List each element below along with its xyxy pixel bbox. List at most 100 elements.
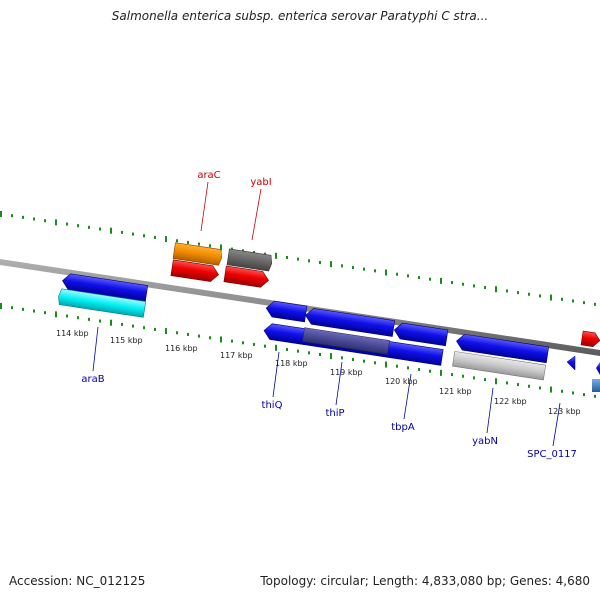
- gene-label-SPC_0117[interactable]: SPC_0117: [527, 449, 577, 460]
- label-leader-SPC_0117: [552, 402, 561, 447]
- gene-reverse-steelblue[interactable]: [592, 379, 600, 392]
- inner-tick-mark: [209, 336, 211, 340]
- inner-tick-mark: [176, 331, 178, 335]
- inner-tick-mark: [55, 311, 57, 318]
- kbp-label: 120 kbp: [385, 377, 418, 386]
- outer-tick-mark: [198, 242, 200, 246]
- outer-tick-mark: [539, 294, 541, 298]
- inner-tick-mark: [528, 384, 530, 388]
- outer-tick-mark: [385, 269, 387, 276]
- outer-tick-mark: [44, 219, 46, 223]
- inner-tick-mark: [462, 374, 464, 378]
- gene-reverse-blue-a[interactable]: [393, 322, 449, 347]
- inner-tick-mark: [11, 306, 13, 310]
- kbp-label: 119 kbp: [330, 368, 363, 377]
- gene-label-yabI[interactable]: yabI: [250, 177, 271, 188]
- inner-tick-mark: [22, 307, 24, 311]
- label-leader-araC: [200, 181, 209, 232]
- gene-SPC_0117-reverse[interactable]: [566, 355, 576, 371]
- inner-tick-mark: [275, 344, 277, 351]
- inner-tick-mark: [66, 314, 68, 318]
- inner-tick-mark: [132, 324, 134, 328]
- outer-tick-mark: [517, 291, 519, 295]
- inner-tick-mark: [88, 317, 90, 321]
- outer-tick-mark: [319, 260, 321, 264]
- gene-reverse-edge-blue[interactable]: [596, 362, 600, 375]
- outer-tick-mark: [330, 261, 332, 268]
- outer-tick-mark: [55, 219, 57, 226]
- inner-tick-mark: [484, 378, 486, 382]
- gene-label-araB[interactable]: araB: [81, 374, 104, 385]
- inner-tick-mark: [385, 361, 387, 368]
- inner-tick-mark: [374, 361, 376, 365]
- label-leader-thiP: [335, 361, 343, 406]
- inner-tick-track: [0, 303, 596, 398]
- gene-label-araC[interactable]: araC: [197, 170, 220, 181]
- kbp-label: 121 kbp: [439, 387, 472, 396]
- outer-tick-mark: [484, 286, 486, 290]
- gene-label-thiQ[interactable]: thiQ: [262, 400, 283, 411]
- inner-tick-mark: [121, 322, 123, 326]
- gene-forward-red-3[interactable]: [580, 330, 600, 348]
- gene-araC-forward[interactable]: [172, 242, 223, 266]
- outer-tick-mark: [209, 244, 211, 248]
- gene-thiP-reverse[interactable]: [304, 307, 396, 337]
- inner-tick-mark: [440, 369, 442, 376]
- inner-tick-mark: [539, 386, 541, 390]
- outer-tick-mark: [561, 297, 563, 301]
- genome-summary-text: Topology: circular; Length: 4,833,080 bp…: [260, 574, 590, 588]
- gene-reverse-lightgray[interactable]: [452, 351, 546, 381]
- inner-tick-mark: [143, 326, 145, 330]
- gene-label-yabN[interactable]: yabN: [472, 436, 498, 447]
- outer-tick-mark: [473, 284, 475, 288]
- inner-tick-mark: [330, 353, 332, 360]
- outer-tick-mark: [99, 227, 101, 231]
- inner-tick-mark: [165, 328, 167, 335]
- inner-tick-mark: [242, 341, 244, 345]
- gene-yabN-reverse[interactable]: [455, 333, 550, 364]
- gene-reverse-cyan[interactable]: [57, 288, 147, 318]
- outer-tick-mark: [572, 299, 574, 303]
- accession-text: Accession: NC_012125: [9, 574, 146, 588]
- outer-tick-mark: [297, 257, 299, 261]
- inner-tick-mark: [495, 378, 497, 385]
- gene-label-tbpA[interactable]: tbpA: [391, 422, 415, 433]
- inner-tick-mark: [0, 303, 2, 309]
- gene-forward-red-2[interactable]: [223, 265, 270, 288]
- inner-tick-mark: [506, 381, 508, 385]
- inner-tick-mark: [154, 327, 156, 331]
- page-title: Salmonella enterica subsp. enterica sero…: [111, 9, 489, 23]
- gene-yabI-forward[interactable]: [226, 248, 273, 272]
- outer-tick-mark: [77, 224, 79, 228]
- inner-tick-mark: [572, 391, 574, 395]
- outer-tick-mark: [550, 294, 552, 301]
- outer-tick-mark: [121, 230, 123, 234]
- gene-araB-reverse[interactable]: [61, 273, 149, 302]
- outer-tick-mark: [187, 240, 189, 244]
- outer-tick-mark: [352, 266, 354, 270]
- outer-tick-mark: [594, 302, 596, 306]
- gene-reverse-purple[interactable]: [302, 327, 390, 355]
- inner-tick-mark: [429, 369, 431, 373]
- gene-forward-red-1[interactable]: [170, 259, 220, 283]
- kbp-label: 116 kbp: [165, 344, 198, 353]
- outer-tick-mark: [176, 239, 178, 243]
- inner-tick-mark: [220, 336, 222, 343]
- inner-tick-mark: [308, 351, 310, 355]
- outer-tick-mark: [275, 252, 277, 259]
- outer-tick-mark: [341, 264, 343, 268]
- outer-tick-mark: [22, 215, 24, 219]
- gene-thiQ-reverse[interactable]: [265, 300, 308, 323]
- inner-tick-mark: [550, 386, 552, 393]
- inner-tick-mark: [473, 376, 475, 380]
- inner-tick-mark: [561, 389, 563, 393]
- outer-tick-mark: [66, 222, 68, 226]
- label-leader-yabN: [486, 387, 494, 434]
- inner-tick-mark: [594, 394, 596, 398]
- gene-label-thiP[interactable]: thiP: [325, 408, 344, 419]
- outer-tick-mark: [132, 232, 134, 236]
- outer-tick-mark: [11, 214, 13, 218]
- kbp-label: 117 kbp: [220, 351, 253, 360]
- outer-tick-mark: [583, 301, 585, 305]
